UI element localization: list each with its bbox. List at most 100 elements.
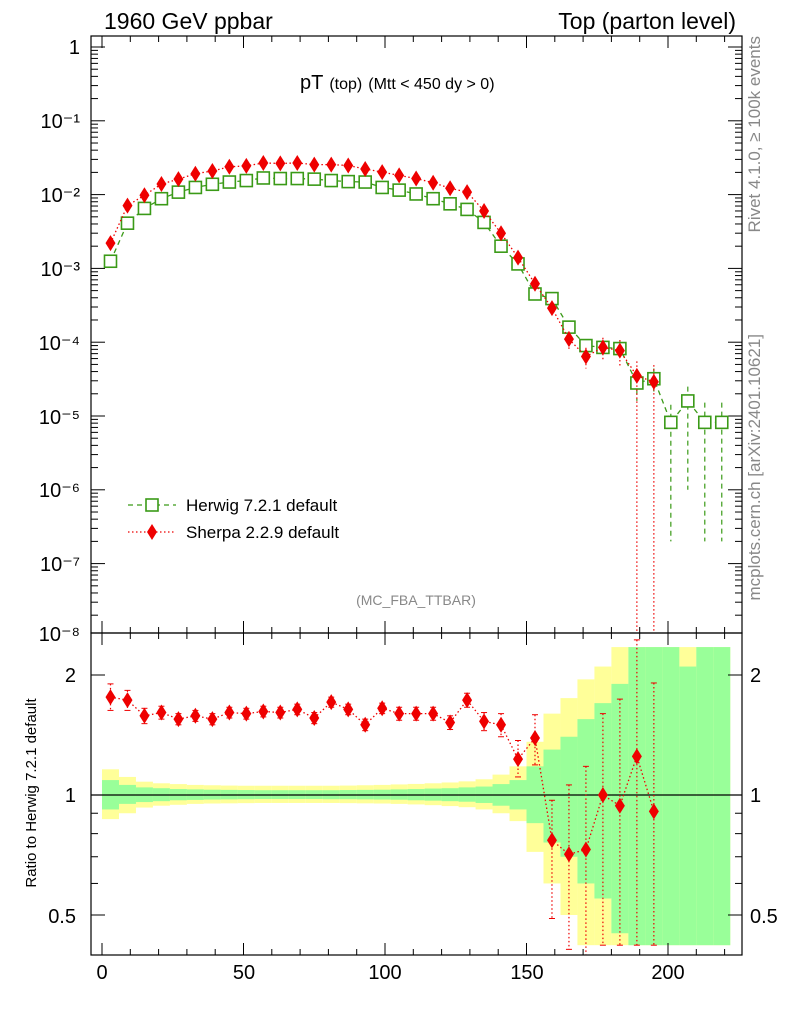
sherpa-point [445, 180, 456, 197]
ratio-point [122, 692, 133, 709]
herwig-point [171, 185, 186, 199]
plot-title-cut: (Mtt < 450 dy > 0) [368, 76, 494, 93]
ratio-green-band [696, 647, 714, 946]
herwig-point [409, 187, 423, 201]
lower-axis-ticks [91, 633, 742, 955]
upper-y-tick-labels: 1 10⁻¹ 10⁻² 10⁻³ 10⁻⁴ 10⁻⁵ 10⁻⁶ 10⁻⁷ 10⁻… [39, 37, 81, 646]
y-tick-label-1e-2: 10⁻² [41, 185, 81, 207]
herwig-point [341, 174, 356, 189]
ratio-point [258, 703, 269, 720]
y-tick-label-1e-8: 10⁻⁸ [39, 624, 80, 646]
header-left-label: 1960 GeV ppbar [104, 8, 273, 34]
sherpa-point [411, 170, 422, 187]
ratio-point [343, 701, 354, 718]
sherpa-point [139, 187, 150, 204]
herwig-point [103, 254, 118, 269]
ratio-green-band [679, 666, 697, 946]
sherpa-point [156, 176, 167, 193]
ratio-y-tick-2-right: 2 [750, 665, 761, 687]
sherpa-point [479, 202, 490, 219]
ratio-y-tick-0.5-right: 0.5 [750, 906, 778, 928]
herwig-point [120, 216, 135, 230]
ratio-point [207, 711, 218, 728]
sherpa-point [513, 249, 524, 266]
ratio-y-tick-0.5-left: 0.5 [48, 906, 76, 928]
ratio-point [614, 797, 625, 814]
upper-axis-ticks [91, 36, 742, 633]
y-tick-label-1e-6: 10⁻⁶ [39, 480, 80, 502]
y-tick-label-1e-7: 10⁻⁷ [40, 554, 80, 576]
herwig-point [290, 171, 305, 186]
sherpa-point [258, 155, 269, 172]
herwig-point [681, 394, 695, 408]
ratio-point [241, 705, 252, 722]
legend-sherpa-marker [147, 524, 157, 540]
sherpa-point [648, 373, 659, 390]
ratio-point [631, 748, 642, 765]
analysis-label: (MC_FBA_TTBAR) [356, 592, 476, 608]
sherpa-point [580, 348, 591, 365]
ratio-point [580, 841, 591, 858]
legend-sherpa-label: Sherpa 2.2.9 default [186, 523, 339, 542]
herwig-point [392, 183, 406, 197]
ratio-point [546, 832, 557, 849]
sherpa-point [105, 235, 116, 252]
ratio-point [496, 716, 507, 733]
sherpa-point [224, 158, 235, 175]
sherpa-point [190, 165, 201, 182]
herwig-point [273, 171, 288, 186]
sherpa-point [122, 197, 133, 214]
sherpa-point [614, 342, 625, 359]
herwig-point [697, 415, 712, 430]
plot-title: pT (top) (Mtt < 450 dy > 0) [300, 72, 495, 94]
ratio-green-band [713, 647, 731, 946]
herwig-point [205, 177, 220, 192]
legend: Herwig 7.2.1 default Sherpa 2.2.9 defaul… [128, 496, 339, 542]
sherpa-point [428, 174, 439, 191]
sherpa-point [394, 167, 405, 184]
ratio-point [139, 707, 150, 724]
sherpa-line [109, 162, 655, 383]
ratio-point [394, 705, 405, 722]
ratio-point [360, 716, 371, 733]
herwig-point [307, 172, 322, 186]
upper-data-marks [103, 155, 729, 633]
ratio-point [428, 705, 439, 722]
herwig-point [239, 173, 254, 188]
sherpa-point [343, 157, 354, 174]
y-tick-label-1e-5: 10⁻⁵ [39, 407, 80, 429]
plot-title-main: pT [300, 72, 323, 94]
ratio-y-tick-2-left: 2 [65, 665, 76, 687]
ratio-point [513, 751, 524, 768]
sherpa-point [241, 157, 252, 174]
ratio-point [105, 689, 116, 706]
ratio-y-axis-label: Ratio to Herwig 7.2.1 default [23, 698, 40, 888]
ratio-point [190, 707, 201, 724]
mcplots-reference-label: mcplots.cern.ch [arXiv:2401.10621] [745, 334, 764, 600]
ratio-y-tick-1-left: 1 [65, 785, 76, 807]
herwig-point [256, 171, 271, 185]
herwig-point [460, 202, 474, 217]
y-tick-label-1e-4: 10⁻⁴ [39, 333, 80, 355]
sherpa-point [173, 171, 184, 188]
sherpa-point [529, 275, 540, 292]
herwig-point [222, 175, 237, 189]
plot-title-sub: (top) [329, 76, 362, 93]
header-right-label: Top (parton level) [558, 8, 736, 34]
ratio-y-tick-1-right: 1 [750, 785, 761, 807]
ratio-point [597, 787, 608, 803]
sherpa-point [377, 164, 388, 181]
ratio-point [563, 846, 574, 863]
ratio-point [377, 700, 388, 717]
sherpa-point [496, 225, 507, 242]
ratio-point [173, 711, 184, 728]
y-tick-label-1e0: 1 [69, 37, 80, 59]
ratio-point [445, 714, 456, 731]
ratio-point [326, 694, 337, 711]
y-tick-label-1e-1: 10⁻¹ [41, 111, 81, 133]
sherpa-point [546, 300, 557, 317]
ratio-point [156, 704, 167, 721]
sherpa-point [462, 184, 473, 201]
